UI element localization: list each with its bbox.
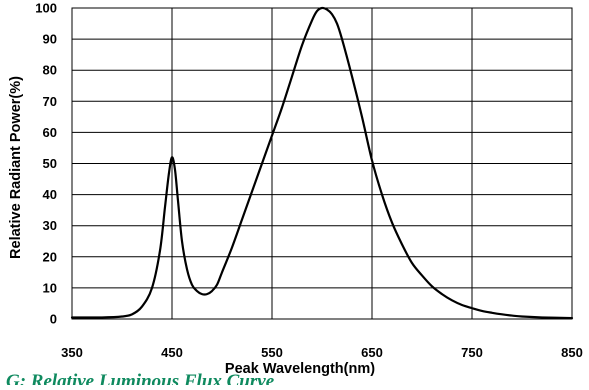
y-tick-label: 70 [43,94,57,109]
plot-frame [71,7,573,320]
x-tick-label: 550 [261,345,283,360]
grid-layer [72,8,572,319]
x-axis-title: Peak Wavelength(nm) [225,361,375,377]
y-tick-label: 50 [43,156,57,171]
y-axis-title: Relative Radiant Power(%) [8,76,24,259]
x-tick-label: 750 [461,345,483,360]
figure-caption-fragment: G: Relative Luminous Flux Curve [6,372,275,385]
y-tick-label: 40 [43,187,57,202]
y-tick-label: 30 [43,218,57,233]
y-tick-label: 100 [35,1,57,16]
x-tick-label: 650 [361,345,383,360]
x-tick-label: 350 [61,345,83,360]
y-tick-label: 90 [43,32,57,47]
y-tick-label: 0 [50,312,57,327]
y-tick-label: 60 [43,125,57,140]
series-line [70,6,574,320]
y-tick-label: 80 [43,63,57,78]
x-tick-label: 450 [161,345,183,360]
tick-label-layer: 350 450 550 650 750 850 0 10 20 30 40 50 60 70 80 90 100 [35,1,583,361]
y-tick-label: 10 [43,280,57,295]
y-tick-label: 20 [43,249,57,264]
x-tick-label: 850 [561,345,583,360]
